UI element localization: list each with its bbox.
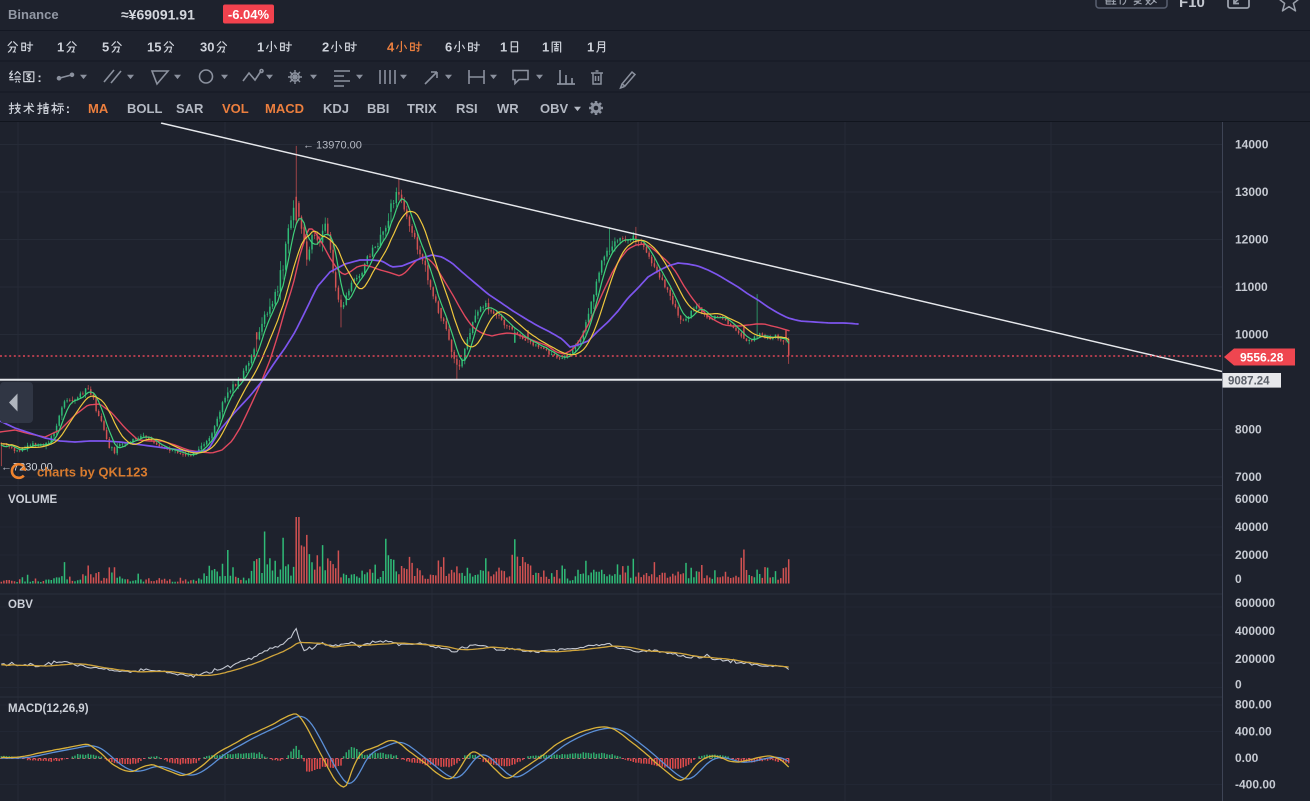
svg-text:charts by QKL123: charts by QKL123 xyxy=(37,465,148,480)
svg-text:←: ← xyxy=(303,139,314,151)
svg-text:≈¥69091.91: ≈¥69091.91 xyxy=(121,7,195,23)
svg-text:KDJ: KDJ xyxy=(323,101,349,116)
svg-text:11000: 11000 xyxy=(1235,280,1268,294)
svg-text:5: 5 xyxy=(102,39,109,54)
svg-text:4: 4 xyxy=(387,39,395,54)
svg-text:OBV: OBV xyxy=(540,101,569,116)
svg-text:0: 0 xyxy=(1235,678,1242,692)
svg-text:VOL: VOL xyxy=(222,101,249,116)
svg-text:1: 1 xyxy=(500,39,507,54)
svg-text:TRIX: TRIX xyxy=(407,101,437,116)
svg-text:BOLL: BOLL xyxy=(127,101,162,116)
svg-text:13970.00: 13970.00 xyxy=(316,139,362,151)
svg-text:BBI: BBI xyxy=(367,101,389,116)
svg-text::: : xyxy=(37,70,41,85)
svg-text:6: 6 xyxy=(445,39,452,54)
svg-text:1: 1 xyxy=(257,39,264,54)
svg-text:400.00: 400.00 xyxy=(1235,725,1272,739)
svg-text:MACD(12,26,9): MACD(12,26,9) xyxy=(8,703,89,715)
svg-text:1: 1 xyxy=(57,39,64,54)
svg-text:MACD: MACD xyxy=(265,101,304,116)
svg-text:8000: 8000 xyxy=(1235,423,1262,437)
svg-text:9087.24: 9087.24 xyxy=(1228,375,1270,387)
svg-text:30: 30 xyxy=(200,39,214,54)
svg-text:0.00: 0.00 xyxy=(1235,751,1259,765)
svg-text:9556.28: 9556.28 xyxy=(1240,351,1284,365)
svg-text:600000: 600000 xyxy=(1235,596,1275,610)
svg-text:1: 1 xyxy=(587,39,594,54)
svg-text:13000: 13000 xyxy=(1235,185,1269,199)
svg-text:60000: 60000 xyxy=(1235,492,1269,506)
svg-text:40000: 40000 xyxy=(1235,520,1269,534)
svg-text:7000: 7000 xyxy=(1235,470,1262,484)
svg-text:SAR: SAR xyxy=(176,101,204,116)
svg-text:12000: 12000 xyxy=(1235,233,1269,247)
svg-text:10000: 10000 xyxy=(1235,328,1269,342)
svg-text:0: 0 xyxy=(1235,572,1242,586)
svg-text:800.00: 800.00 xyxy=(1235,698,1272,712)
svg-text:15: 15 xyxy=(147,39,161,54)
svg-text:F10: F10 xyxy=(1179,0,1205,11)
svg-text:VOLUME: VOLUME xyxy=(8,494,58,506)
svg-text:Binance: Binance xyxy=(8,7,59,22)
svg-text:-6.04%: -6.04% xyxy=(228,7,270,22)
svg-text:-400.00: -400.00 xyxy=(1235,778,1276,792)
svg-text::: : xyxy=(66,101,70,116)
svg-text:400000: 400000 xyxy=(1235,624,1275,638)
svg-text:RSI: RSI xyxy=(456,101,478,116)
svg-text:200000: 200000 xyxy=(1235,652,1275,666)
svg-text:←: ← xyxy=(1,461,12,473)
svg-text:2: 2 xyxy=(322,39,329,54)
svg-text:WR: WR xyxy=(497,101,519,116)
svg-text:1: 1 xyxy=(542,39,549,54)
svg-text:OBV: OBV xyxy=(8,599,33,611)
svg-text:20000: 20000 xyxy=(1235,548,1269,562)
svg-text:14000: 14000 xyxy=(1235,138,1269,152)
svg-text:MA: MA xyxy=(88,101,109,116)
